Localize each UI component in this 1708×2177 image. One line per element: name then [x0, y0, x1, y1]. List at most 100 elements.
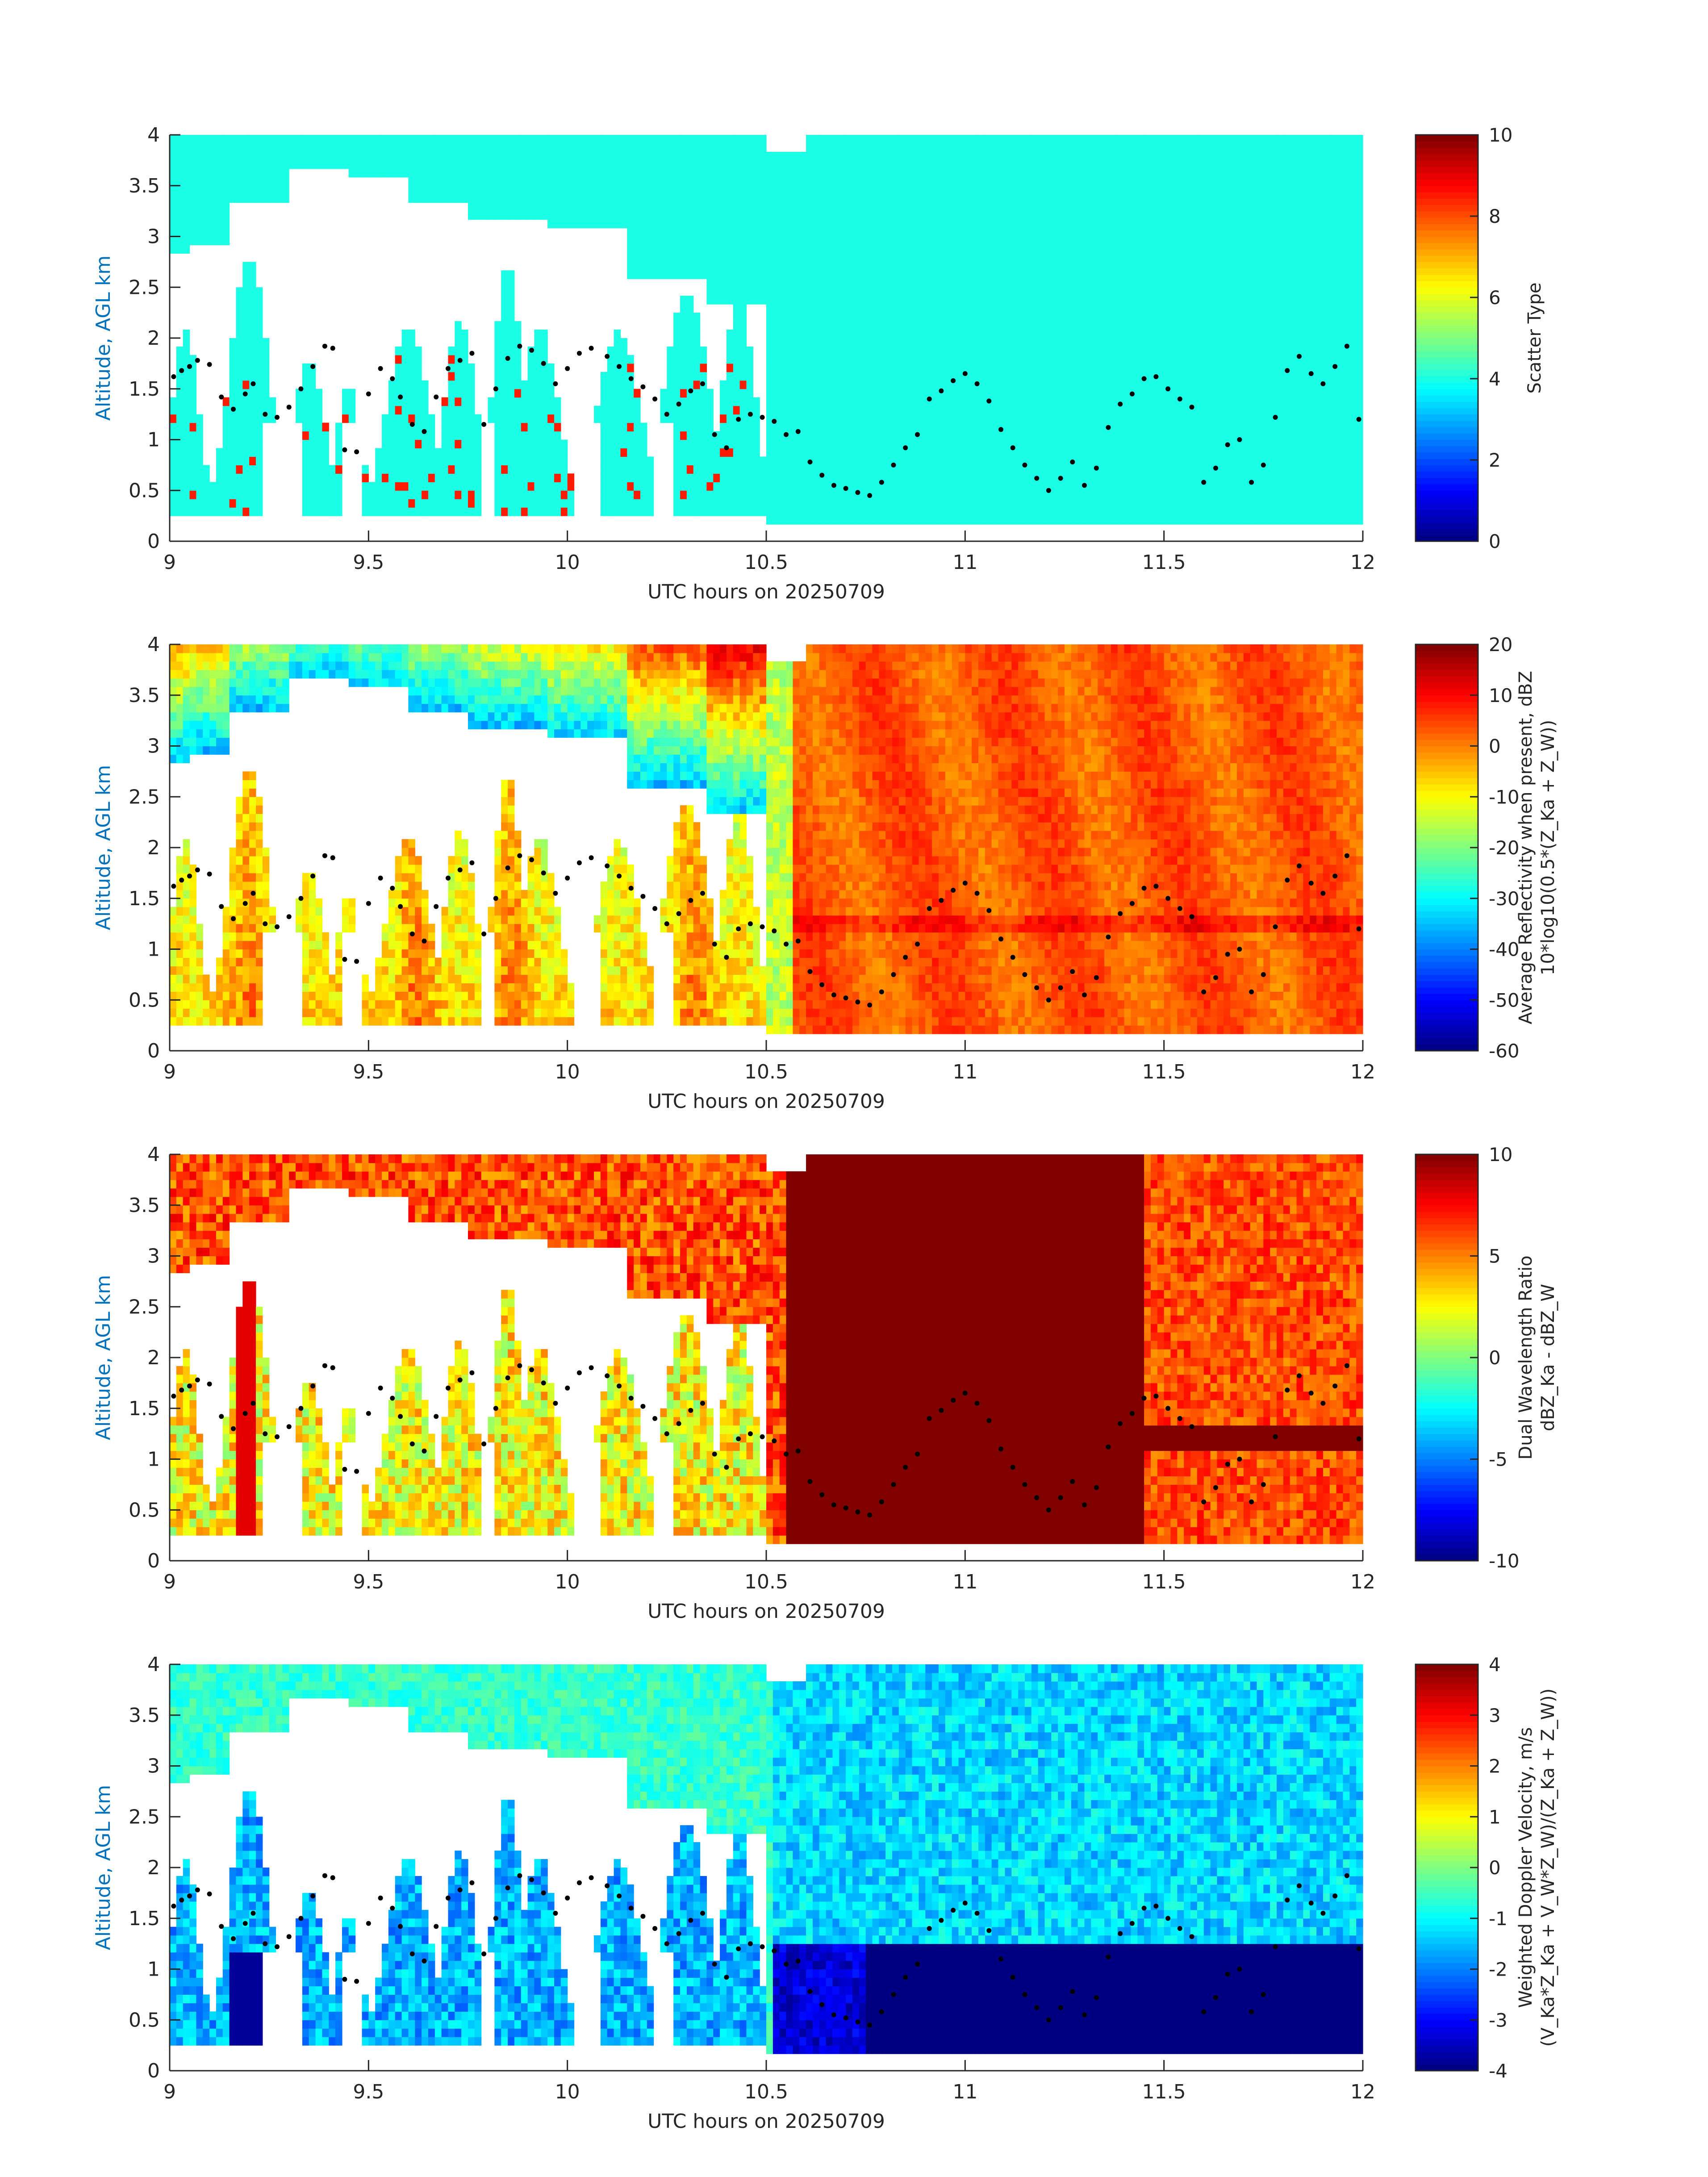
heatmap-cell — [1031, 347, 1038, 355]
heatmap-cell — [972, 338, 978, 347]
heatmap-cell — [885, 220, 892, 229]
heatmap-cell — [925, 194, 932, 203]
heatmap-cell — [1038, 347, 1045, 355]
heatmap-cell — [541, 169, 547, 178]
heatmap-cell — [269, 177, 276, 186]
heatmap-cell — [906, 245, 912, 254]
heatmap-cell — [1018, 143, 1025, 152]
heatmap-cell — [925, 456, 932, 465]
heatmap-cell — [1111, 406, 1118, 415]
heatmap-cell — [514, 465, 521, 474]
heatmap-cell — [866, 186, 873, 195]
heatmap-cell — [1005, 220, 1011, 229]
heatmap-cell — [1104, 482, 1111, 491]
heatmap-cell — [1104, 143, 1111, 152]
heatmap-cell — [242, 177, 249, 186]
heatmap-cell — [965, 482, 972, 491]
heatmap-cell — [534, 177, 541, 186]
heatmap-cell — [236, 465, 242, 474]
heatmap-cell — [1151, 152, 1157, 161]
heatmap-cell — [945, 465, 952, 474]
heatmap-cell — [892, 364, 899, 372]
heatmap-cell — [793, 152, 799, 161]
heatmap-cell — [799, 516, 806, 525]
heatmap-cell — [1151, 169, 1157, 178]
heatmap-cell — [706, 414, 713, 423]
heatmap-cell — [687, 169, 693, 178]
heatmap-cell — [528, 372, 535, 381]
heatmap-cell — [773, 448, 780, 457]
heatmap-cell — [945, 245, 952, 254]
heatmap-cell — [322, 431, 329, 440]
heatmap-cell — [640, 203, 647, 212]
heatmap-cell — [1098, 499, 1104, 508]
heatmap-cell — [1065, 423, 1071, 432]
heatmap-cell — [355, 135, 362, 144]
heatmap-cell — [1091, 431, 1098, 440]
heatmap-cell — [780, 406, 786, 415]
heatmap-cell — [899, 194, 906, 203]
heatmap-cell — [242, 473, 249, 482]
heatmap-cell — [806, 507, 813, 516]
heatmap-cell — [813, 228, 819, 237]
heatmap-cell — [1058, 397, 1065, 406]
heatmap-cell — [508, 152, 514, 161]
heatmap-cell — [673, 372, 680, 381]
heatmap-cell — [899, 160, 906, 169]
heatmap-cell — [183, 406, 190, 415]
heatmap-cell — [620, 431, 627, 440]
heatmap-cell — [1011, 203, 1018, 212]
heatmap-cell — [508, 507, 514, 516]
heatmap-cell — [1078, 321, 1085, 330]
heatmap-cell — [190, 465, 196, 474]
heatmap-cell — [873, 203, 879, 212]
heatmap-cell — [958, 279, 965, 288]
heatmap-cell — [998, 135, 1005, 144]
heatmap-cell — [402, 490, 409, 499]
heatmap-cell — [753, 279, 760, 288]
heatmap-cell — [965, 330, 972, 338]
heatmap-cell — [786, 177, 793, 186]
heatmap-cell — [832, 211, 839, 220]
heatmap-cell — [196, 177, 203, 186]
heatmap-cell — [786, 380, 793, 389]
heatmap-cell — [667, 364, 673, 372]
heatmap-cell — [654, 177, 660, 186]
heatmap-cell — [826, 279, 833, 288]
heatmap-cell — [753, 296, 760, 305]
heatmap-cell — [819, 253, 826, 262]
heatmap-cell — [627, 473, 634, 482]
heatmap-cell — [1071, 245, 1078, 254]
heatmap-cell — [932, 186, 939, 195]
heatmap-cell — [408, 152, 415, 161]
heatmap-cell — [806, 448, 813, 457]
heatmap-cell — [819, 313, 826, 322]
heatmap-cell — [912, 380, 919, 389]
heatmap-cell — [1131, 516, 1137, 525]
heatmap-cell — [640, 152, 647, 161]
heatmap-cell — [534, 338, 541, 347]
heatmap-cell — [746, 473, 753, 482]
heatmap-cell — [945, 423, 952, 432]
heatmap-cell — [634, 194, 640, 203]
heatmap-cell — [461, 177, 468, 186]
heatmap-cell — [1071, 296, 1078, 305]
heatmap-cell — [342, 414, 349, 423]
heatmap-cell — [773, 262, 780, 271]
heatmap-cell — [720, 228, 727, 237]
heatmap-cell — [859, 372, 866, 381]
heatmap-cell — [1025, 440, 1031, 449]
heatmap-cell — [998, 448, 1005, 457]
heatmap-cell — [442, 473, 448, 482]
heatmap-cell — [693, 380, 700, 389]
heatmap-cell — [998, 482, 1005, 491]
heatmap-cell — [925, 270, 932, 279]
heatmap-cell — [528, 169, 535, 178]
heatmap-cell — [1018, 355, 1025, 364]
heatmap-cell — [680, 338, 687, 347]
heatmap-cell — [1124, 135, 1131, 144]
heatmap-cell — [1044, 177, 1051, 186]
heatmap-cell — [1044, 279, 1051, 288]
heatmap-cell — [958, 347, 965, 355]
heatmap-cell — [873, 296, 879, 305]
